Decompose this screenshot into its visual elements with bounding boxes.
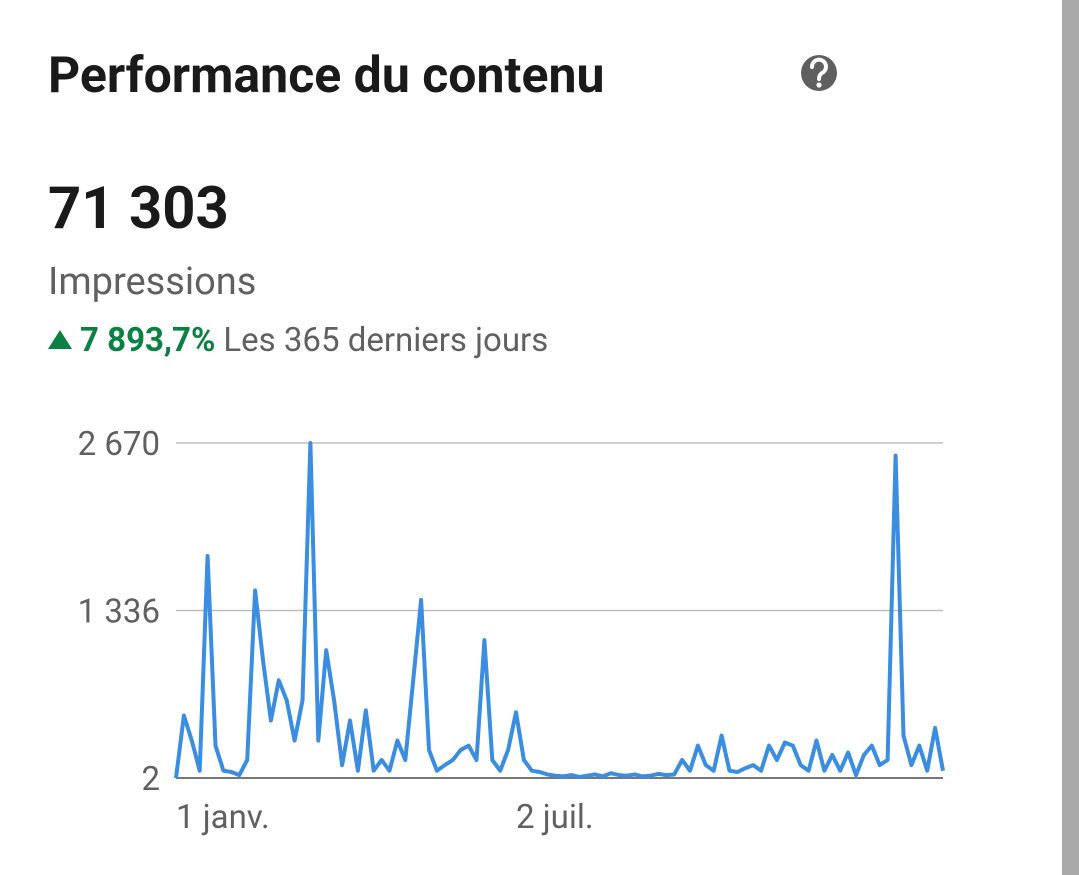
scrollbar (1062, 0, 1079, 875)
x-tick-label: 1 janv. (176, 798, 270, 837)
period-label: Les 365 derniers jours (223, 321, 548, 360)
x-tick-label: 2 juil. (516, 798, 594, 837)
y-tick-label: 2 (141, 760, 160, 799)
y-tick-label: 2 670 (78, 425, 160, 464)
y-tick-label: 1 336 (78, 593, 160, 632)
help-icon[interactable] (801, 55, 837, 91)
help-circle[interactable] (801, 55, 837, 91)
help-dot[interactable] (816, 82, 822, 88)
chart-title: Performance du contenu (48, 47, 605, 105)
up-arrow (48, 330, 72, 349)
help-glyph[interactable] (810, 57, 828, 81)
change-value: 7 893,7% (80, 321, 215, 360)
line-series (174, 441, 945, 779)
metric-label: Impressions (48, 260, 256, 304)
total-value: 71 303 (48, 175, 229, 243)
